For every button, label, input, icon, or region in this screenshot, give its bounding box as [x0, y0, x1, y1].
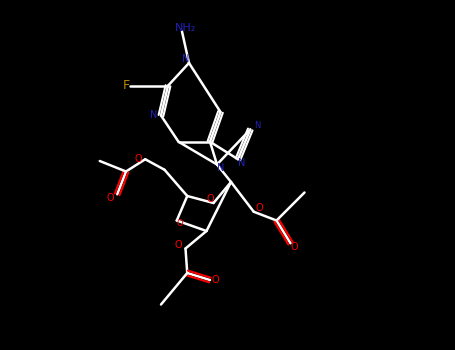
Text: O: O	[177, 219, 183, 229]
Text: O: O	[106, 193, 114, 203]
Text: N: N	[150, 111, 158, 120]
Text: NH₂: NH₂	[175, 23, 196, 33]
Text: N: N	[217, 163, 224, 173]
Text: O: O	[175, 240, 182, 250]
Text: O: O	[206, 195, 214, 204]
Text: O: O	[255, 203, 263, 213]
Text: O: O	[212, 275, 219, 285]
Text: N: N	[182, 55, 189, 64]
Text: N: N	[238, 158, 245, 168]
Text: O: O	[134, 154, 142, 164]
Text: F: F	[122, 79, 130, 92]
Text: N: N	[254, 121, 260, 131]
Text: O: O	[290, 242, 298, 252]
